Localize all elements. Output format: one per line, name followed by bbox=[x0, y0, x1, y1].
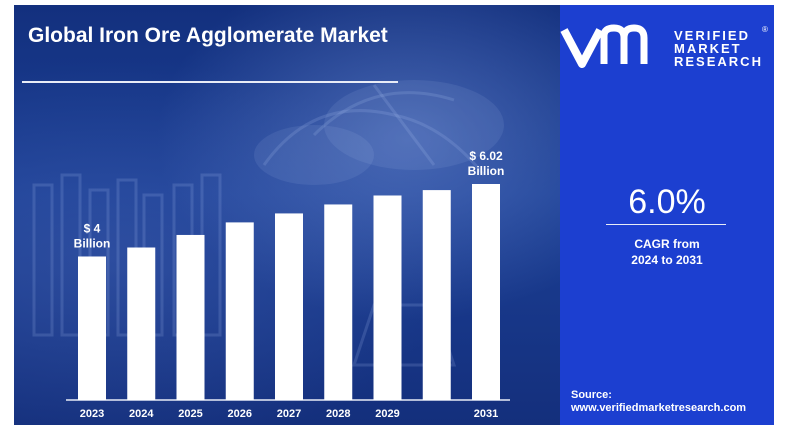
bar-2024 bbox=[127, 247, 156, 400]
brand-line-3: RESEARCH bbox=[674, 54, 763, 69]
source-label: Source: bbox=[571, 389, 612, 401]
x-tick-label-2026: 2026 bbox=[228, 408, 252, 420]
data-label-2023-line-1: $ 4 bbox=[84, 221, 101, 235]
bar-2030 bbox=[422, 190, 451, 400]
brand-name: VERIFIED MARKET RESEARCH bbox=[674, 29, 763, 68]
summary-panel bbox=[560, 5, 774, 425]
bar-2031 bbox=[472, 184, 500, 400]
data-label-2031-line-1: $ 6.02 bbox=[469, 149, 503, 163]
data-label-2031-line-2: Billion bbox=[468, 164, 505, 178]
x-tick-label-2027: 2027 bbox=[277, 408, 301, 420]
brand-line-2: MARKET bbox=[674, 41, 742, 56]
registered-mark: ® bbox=[762, 25, 768, 34]
data-label-2023-line-2: Billion bbox=[74, 236, 111, 250]
cagr-label-line-1: CAGR from bbox=[634, 237, 700, 251]
cagr-label: CAGR from 2024 to 2031 bbox=[560, 236, 774, 268]
bar-2026 bbox=[225, 222, 254, 400]
title-divider bbox=[22, 81, 398, 83]
brand-line-1: VERIFIED bbox=[674, 28, 750, 43]
cagr-label-line-2: 2024 to 2031 bbox=[631, 253, 703, 267]
bar-2025 bbox=[176, 234, 205, 400]
vmr-logo-icon bbox=[560, 24, 648, 68]
x-tick-label-2024: 2024 bbox=[129, 408, 154, 420]
bar-2029 bbox=[373, 195, 402, 400]
x-tick-label-2028: 2028 bbox=[326, 408, 350, 420]
source-url: www.verifiedmarketresearch.com bbox=[571, 402, 747, 414]
bar-2027 bbox=[275, 213, 303, 400]
x-tick-label-2025: 2025 bbox=[178, 408, 202, 420]
x-tick-label-2029: 2029 bbox=[375, 408, 399, 420]
x-tick-label-2031: 2031 bbox=[474, 408, 498, 420]
cagr-value: 6.0% bbox=[628, 183, 706, 221]
chart-title: Global Iron Ore Agglomerate Market bbox=[28, 24, 388, 47]
cagr-divider bbox=[606, 224, 726, 225]
x-tick-label-2023: 2023 bbox=[80, 408, 104, 420]
bar-2023 bbox=[78, 256, 106, 400]
bar-2028 bbox=[324, 204, 353, 400]
